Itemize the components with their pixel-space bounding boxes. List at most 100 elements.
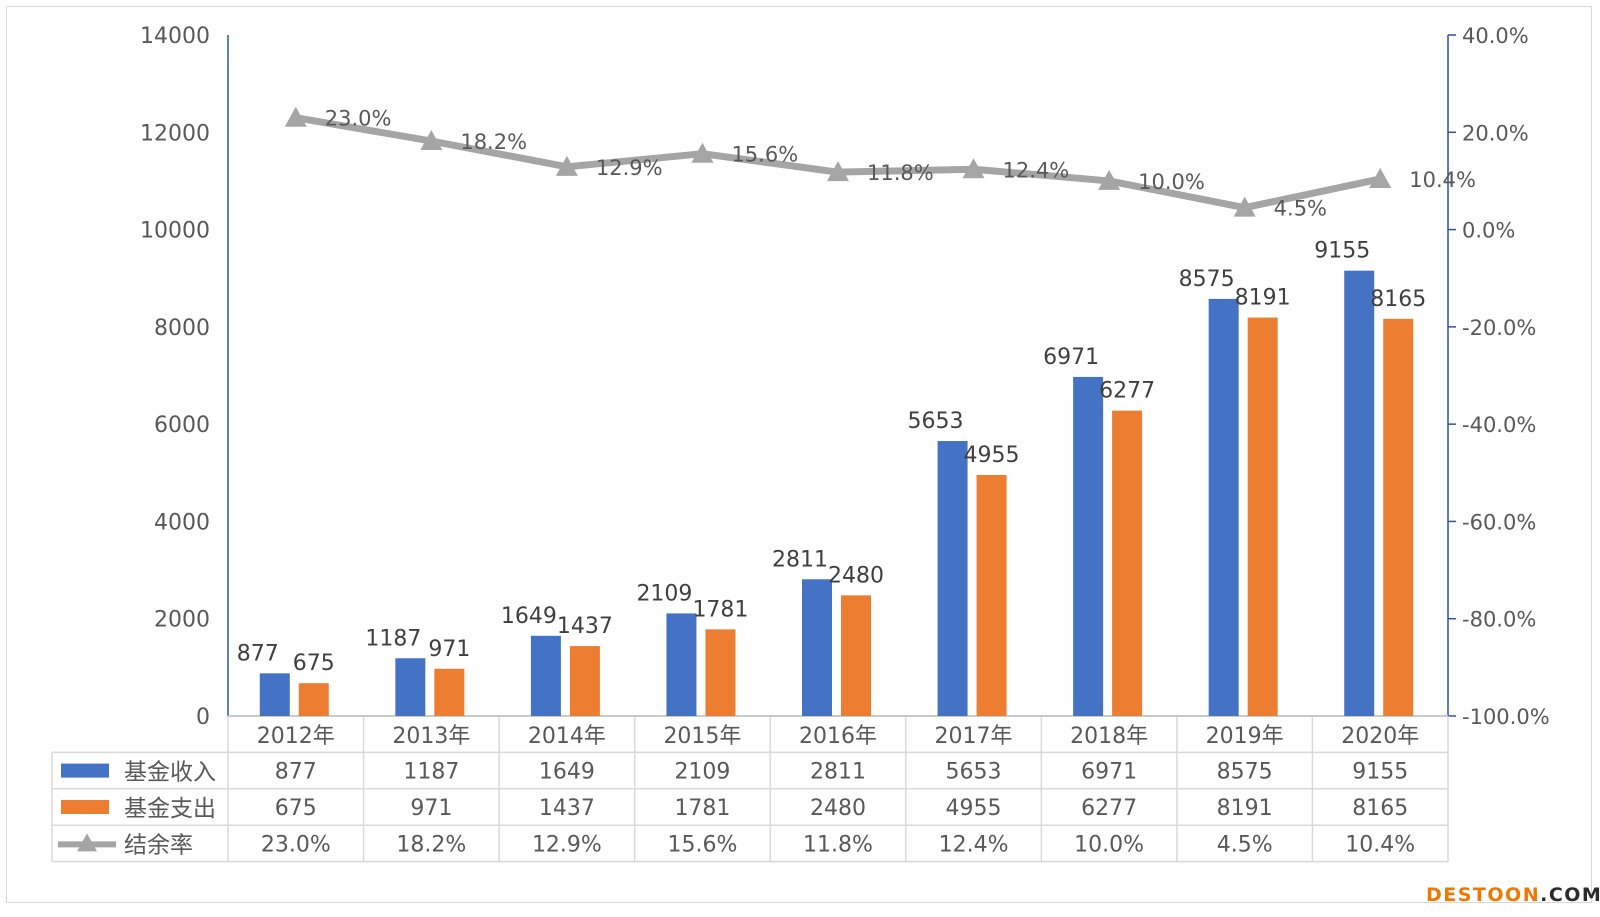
bar-income	[937, 441, 968, 716]
table-cell: 12.4%	[939, 832, 1009, 857]
table-cell: 18.2%	[396, 832, 466, 857]
y2-tick-label: -80.0%	[1462, 608, 1536, 632]
table-cell: 5653	[946, 760, 1002, 785]
table-cell: 1649	[539, 760, 595, 785]
y2-tick-label: 40.0%	[1462, 24, 1529, 48]
table-cell: 1437	[539, 796, 595, 821]
balance-rate-marker	[1233, 196, 1256, 217]
x-tick-label: 2012年	[257, 724, 335, 749]
y2-tick-label: 0.0%	[1462, 219, 1515, 243]
bar-data-label: 6971	[1043, 345, 1099, 370]
bar-data-label: 5653	[908, 409, 964, 434]
bar-data-label: 8165	[1370, 287, 1426, 312]
legend-label: 基金支出	[124, 796, 216, 822]
line-data-label: 23.0%	[325, 107, 392, 131]
table-cell: 971	[410, 796, 452, 821]
line-data-label: 11.8%	[867, 161, 934, 185]
line-data-label: 4.5%	[1274, 197, 1327, 221]
y2-tick-label: -60.0%	[1462, 510, 1536, 534]
balance-rate-marker	[555, 155, 578, 176]
bar-income	[530, 635, 561, 716]
table-cell: 2109	[674, 760, 730, 785]
table-cell: 1781	[674, 796, 730, 821]
table-cell: 2811	[810, 760, 866, 785]
bar-data-label: 6277	[1099, 379, 1155, 404]
table-cell: 8575	[1217, 760, 1273, 785]
bar-data-label: 675	[293, 651, 335, 676]
table-cell: 6277	[1081, 796, 1137, 821]
bar-data-label: 1649	[501, 604, 557, 629]
table-cell: 11.8%	[803, 832, 873, 857]
legend-key-expense	[61, 800, 109, 814]
line-data-label: 12.4%	[1003, 158, 1070, 182]
y-tick-label: 12000	[140, 121, 210, 146]
table-cell: 6971	[1081, 760, 1137, 785]
bar-data-label: 8575	[1179, 267, 1235, 292]
balance-rate-marker	[420, 130, 443, 151]
balance-rate-marker	[962, 158, 985, 179]
line-data-label: 12.9%	[596, 156, 663, 180]
y2-tick-label: -40.0%	[1462, 413, 1536, 437]
balance-rate-marker	[827, 161, 849, 182]
bar-expense	[569, 646, 600, 716]
table-cell: 15.6%	[667, 832, 737, 857]
table-cell: 23.0%	[261, 832, 331, 857]
bar-data-label: 971	[428, 637, 470, 662]
bar-expense	[841, 595, 871, 716]
balance-rate-marker	[1098, 169, 1121, 190]
watermark-part1: DESTOON	[1426, 884, 1541, 906]
bar-expense	[705, 629, 736, 716]
table-cell: 8191	[1217, 796, 1273, 821]
x-tick-label: 2016年	[799, 724, 877, 749]
watermark-logo: DESTOON.COM	[1426, 884, 1600, 906]
bar-expense	[1112, 410, 1143, 716]
bar-data-label: 1187	[365, 626, 421, 651]
x-tick-label: 2017年	[935, 724, 1013, 749]
table-cell: 4955	[946, 796, 1002, 821]
table-cell: 10.0%	[1074, 832, 1144, 857]
y-tick-label: 2000	[154, 608, 210, 633]
table-cell: 9155	[1352, 760, 1408, 785]
bar-income	[1208, 298, 1239, 716]
balance-rate-marker	[284, 106, 307, 127]
bar-data-label: 2811	[772, 547, 828, 572]
y-tick-label: 6000	[154, 413, 210, 438]
bar-income	[666, 613, 697, 716]
x-tick-label: 2020年	[1341, 724, 1419, 749]
bar-expense	[434, 668, 465, 716]
x-tick-label: 2019年	[1206, 724, 1284, 749]
bar-data-label: 1437	[557, 614, 613, 639]
x-tick-label: 2013年	[392, 724, 470, 749]
y-tick-label: 10000	[140, 219, 210, 244]
bar-data-label: 877	[237, 641, 279, 666]
y2-tick-label: -20.0%	[1462, 316, 1536, 340]
x-tick-label: 2014年	[528, 724, 606, 749]
table-cell: 10.4%	[1345, 832, 1415, 857]
table-cell: 1187	[403, 760, 459, 785]
bar-data-label: 2480	[828, 563, 884, 588]
balance-rate-marker	[1369, 167, 1392, 188]
line-data-label: 15.6%	[731, 143, 798, 167]
y-tick-label: 4000	[154, 510, 210, 535]
bar-data-label: 1781	[692, 597, 748, 622]
bar-income	[1344, 270, 1375, 716]
bar-income	[1073, 376, 1104, 716]
bar-expense	[1247, 317, 1278, 716]
x-tick-label: 2015年	[663, 724, 741, 749]
table-cell: 675	[275, 796, 317, 821]
y-tick-label: 0	[196, 705, 210, 730]
table-cell: 12.9%	[532, 832, 602, 857]
line-data-label: 10.4%	[1409, 168, 1476, 192]
bar-data-label: 9155	[1314, 239, 1370, 264]
line-data-label: 18.2%	[460, 130, 527, 154]
watermark-part2: .COM	[1540, 884, 1600, 906]
legend-label: 基金收入	[124, 760, 216, 786]
table-cell: 4.5%	[1217, 832, 1273, 857]
bar-expense	[298, 683, 329, 716]
y2-tick-label: 20.0%	[1462, 121, 1529, 145]
bar-income	[259, 673, 290, 716]
bar-data-label: 2109	[636, 581, 692, 606]
table-cell: 877	[275, 760, 317, 785]
bar-income	[395, 658, 426, 716]
bar-income	[802, 579, 832, 716]
